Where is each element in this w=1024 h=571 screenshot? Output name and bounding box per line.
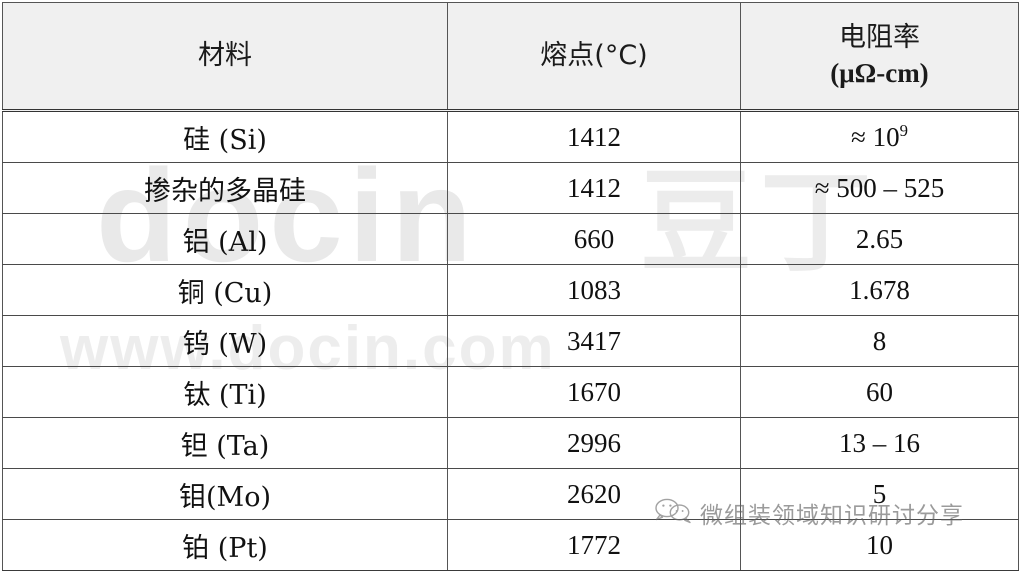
column-header-resistivity: 电阻率 (μΩ-cm) [740, 2, 1019, 112]
table-body: 硅 (Si) 1412 ≈ 109 掺杂的多晶硅 1412 ≈ 500 – 52… [2, 110, 1019, 571]
cell-resistivity: 5 [740, 468, 1019, 520]
cell-melting-point: 1412 [447, 110, 741, 163]
cell-material: 钨 (W) [2, 315, 448, 367]
cell-melting-point: 1772 [447, 519, 741, 571]
table-row: 铜 (Cu) 1083 1.678 [2, 264, 1019, 316]
cell-melting-point: 660 [447, 213, 741, 265]
cell-material: 铜 (Cu) [2, 264, 448, 316]
cell-melting-point: 2996 [447, 417, 741, 469]
cell-melting-point: 3417 [447, 315, 741, 367]
cell-resistivity: 2.65 [740, 213, 1019, 265]
table-row: 钽 (Ta) 2996 13 – 16 [2, 417, 1019, 469]
table-header: 材料 熔点(°C) 电阻率 (μΩ-cm) [2, 2, 1019, 112]
cell-material: 掺杂的多晶硅 [2, 162, 448, 214]
table-row: 钨 (W) 3417 8 [2, 315, 1019, 367]
resistivity-exponent: 9 [899, 121, 908, 140]
cell-resistivity: ≈ 109 [740, 110, 1019, 163]
cell-material: 铂 (Pt) [2, 519, 448, 571]
column-header-resistivity-label: 电阻率 [839, 22, 920, 54]
cell-resistivity: 13 – 16 [740, 417, 1019, 469]
cell-melting-point: 2620 [447, 468, 741, 520]
cell-resistivity: 60 [740, 366, 1019, 418]
column-header-melting-point: 熔点(°C) [447, 2, 741, 112]
column-header-material-label: 材料 [198, 39, 252, 71]
cell-material: 钽 (Ta) [2, 417, 448, 469]
cell-resistivity: 1.678 [740, 264, 1019, 316]
column-header-material: 材料 [2, 2, 448, 112]
cell-melting-point: 1670 [447, 366, 741, 418]
table-row: 硅 (Si) 1412 ≈ 109 [2, 110, 1019, 163]
column-header-resistivity-unit: (μΩ-cm) [830, 58, 929, 88]
column-header-melting-point-label: 熔点(°C) [540, 39, 648, 71]
cell-material: 钛 (Ti) [2, 366, 448, 418]
cell-material: 硅 (Si) [2, 110, 448, 163]
table-row: 钼(Mo) 2620 5 [2, 468, 1019, 520]
cell-resistivity: 10 [740, 519, 1019, 571]
cell-melting-point: 1083 [447, 264, 741, 316]
table-row: 钛 (Ti) 1670 60 [2, 366, 1019, 418]
cell-material: 铝 (Al) [2, 213, 448, 265]
resistivity-value: ≈ 10 [851, 122, 900, 152]
table-row: 掺杂的多晶硅 1412 ≈ 500 – 525 [2, 162, 1019, 214]
cell-melting-point: 1412 [447, 162, 741, 214]
table-row: 铝 (Al) 660 2.65 [2, 213, 1019, 265]
header-row: 材料 熔点(°C) 电阻率 (μΩ-cm) [2, 2, 1019, 112]
cell-resistivity: 8 [740, 315, 1019, 367]
table-row: 铂 (Pt) 1772 10 [2, 519, 1019, 571]
cell-resistivity: ≈ 500 – 525 [740, 162, 1019, 214]
cell-material: 钼(Mo) [2, 468, 448, 520]
